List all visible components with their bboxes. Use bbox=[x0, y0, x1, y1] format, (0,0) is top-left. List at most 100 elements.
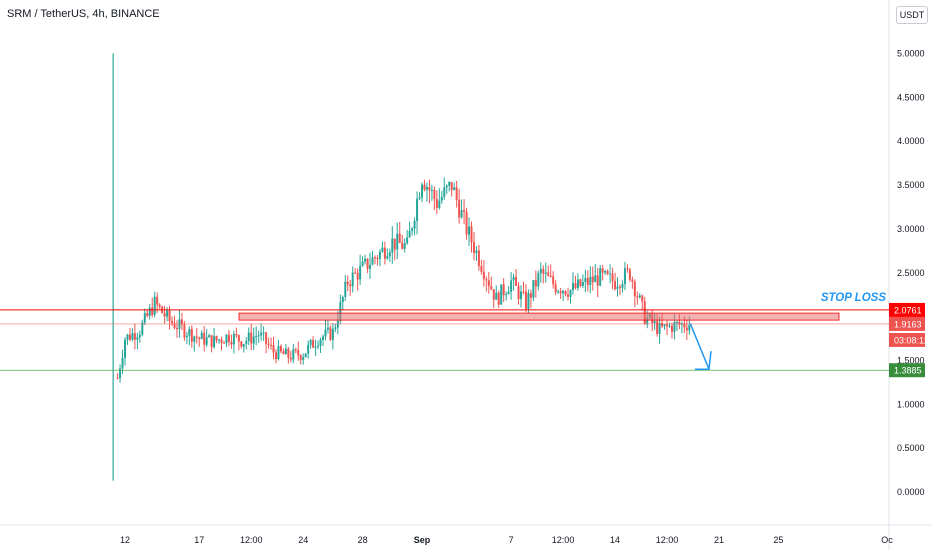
y-tick-label: 3.0000 bbox=[897, 224, 925, 234]
candle-body bbox=[260, 332, 263, 336]
candle-body bbox=[208, 335, 211, 338]
candle-body bbox=[616, 286, 619, 289]
candle-body bbox=[257, 335, 260, 337]
candle-body bbox=[495, 292, 498, 300]
candle-body bbox=[255, 335, 258, 337]
candle-body bbox=[376, 258, 379, 260]
candle-body bbox=[190, 328, 193, 342]
candle-body bbox=[500, 284, 503, 305]
candle-body bbox=[544, 272, 547, 274]
candle-body bbox=[265, 332, 268, 344]
candle-body bbox=[547, 272, 550, 276]
candle-body bbox=[673, 322, 676, 332]
candle-body bbox=[235, 333, 238, 336]
candle-body bbox=[171, 321, 174, 324]
candle-body bbox=[287, 348, 290, 358]
candle-body bbox=[136, 337, 139, 340]
candle-body bbox=[247, 332, 250, 341]
projection-arrow-head bbox=[695, 351, 712, 370]
candle-body bbox=[401, 242, 404, 249]
x-tick-label: 7 bbox=[509, 535, 514, 545]
candle-body bbox=[262, 332, 265, 334]
candle-body bbox=[614, 281, 617, 289]
candle-body bbox=[683, 323, 686, 328]
target-price-badge: 1.3885 bbox=[894, 366, 922, 376]
projection-arrow-line bbox=[689, 323, 710, 370]
candle-body bbox=[383, 247, 386, 259]
candle-body bbox=[116, 377, 119, 379]
candle-body bbox=[611, 273, 614, 282]
candle-body bbox=[643, 301, 646, 324]
candle-body bbox=[218, 339, 221, 341]
candle-body bbox=[119, 368, 122, 379]
candle-body bbox=[584, 278, 587, 282]
candle-body bbox=[668, 325, 671, 327]
candle-body bbox=[151, 307, 154, 315]
candle-body bbox=[460, 209, 463, 218]
candle-body bbox=[472, 242, 475, 254]
candle-body bbox=[591, 276, 594, 283]
candle-body bbox=[126, 334, 129, 340]
currency-button[interactable]: USDT bbox=[896, 6, 928, 24]
candle-body bbox=[443, 187, 446, 197]
candle-body bbox=[416, 198, 419, 221]
candle-body bbox=[282, 351, 285, 355]
candle-body bbox=[294, 349, 297, 351]
candle-body bbox=[423, 184, 426, 190]
candle-body bbox=[445, 185, 448, 188]
candle-body bbox=[685, 327, 688, 331]
candle-body bbox=[158, 304, 161, 307]
candle-body bbox=[428, 187, 431, 191]
candle-body bbox=[220, 339, 223, 343]
candle-body bbox=[245, 340, 248, 345]
candle-body bbox=[559, 291, 562, 294]
candle-body bbox=[653, 321, 656, 324]
candle-body bbox=[267, 343, 270, 346]
candle-body bbox=[638, 295, 641, 298]
candle-body bbox=[354, 272, 357, 274]
candle-body bbox=[131, 333, 134, 340]
candle-body bbox=[289, 357, 292, 360]
candle-body bbox=[173, 323, 176, 329]
candle-body bbox=[336, 321, 339, 328]
candle-body bbox=[606, 270, 609, 274]
candle-body bbox=[670, 325, 673, 332]
candle-body bbox=[621, 284, 624, 288]
x-tick-label: 12:00 bbox=[240, 535, 263, 545]
candle-body bbox=[205, 337, 208, 345]
resistance-zone bbox=[238, 312, 840, 321]
candle-body bbox=[373, 257, 376, 259]
stop-price-badge-bg bbox=[889, 302, 925, 317]
candle-body bbox=[153, 296, 156, 315]
candle-body bbox=[398, 233, 401, 243]
x-tick-label: 12 bbox=[120, 535, 130, 545]
candle-body bbox=[569, 290, 572, 297]
candle-body bbox=[223, 342, 225, 344]
candle-body bbox=[250, 332, 253, 344]
candle-body bbox=[619, 286, 621, 288]
candle-body bbox=[522, 291, 525, 293]
y-tick-label: 5.0000 bbox=[897, 49, 925, 59]
candle-body bbox=[339, 302, 342, 322]
candle-body bbox=[356, 272, 359, 280]
candle-body bbox=[386, 256, 389, 259]
candle-body bbox=[596, 275, 599, 286]
last-price-badge: 1.9163 bbox=[894, 319, 922, 329]
candle-body bbox=[450, 182, 453, 191]
candle-body bbox=[458, 199, 461, 218]
candle-body bbox=[146, 313, 149, 316]
candle-body bbox=[455, 187, 458, 200]
candle-body bbox=[237, 335, 240, 342]
candle-body bbox=[406, 237, 409, 244]
candle-body bbox=[168, 310, 171, 322]
candle-body bbox=[381, 247, 384, 252]
candle-body bbox=[609, 273, 612, 275]
candle-body bbox=[490, 286, 493, 290]
candle-body bbox=[512, 277, 515, 281]
x-tick-label: 28 bbox=[358, 535, 368, 545]
candle-body bbox=[210, 335, 213, 348]
candle-body bbox=[628, 269, 631, 280]
candle-body bbox=[292, 349, 295, 360]
candle-body bbox=[349, 284, 352, 287]
